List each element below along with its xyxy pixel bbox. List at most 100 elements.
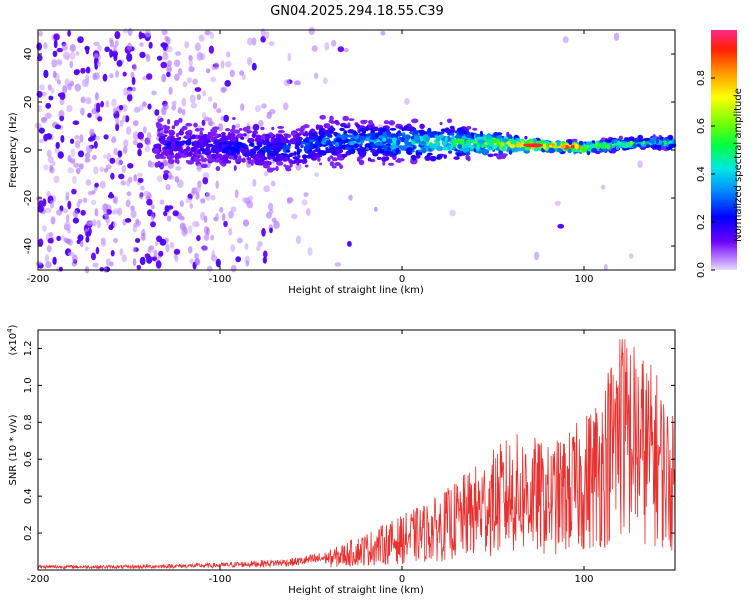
spectrogram-cell-293 bbox=[156, 175, 163, 183]
spectrogram-cell-658 bbox=[38, 238, 44, 247]
spectrogram-cell-398 bbox=[191, 220, 199, 228]
spectrogram-cell-910 bbox=[154, 153, 161, 160]
spectrogram-cell-74 bbox=[36, 42, 42, 51]
spectrogram-cell-458 bbox=[190, 102, 197, 109]
spectrogram-cell-2419 bbox=[446, 144, 452, 151]
spectrogram-cell-545 bbox=[47, 156, 54, 164]
spectrogram-cell-2305 bbox=[335, 142, 340, 147]
snr-ylabel: SNR (10 * v/v) bbox=[8, 414, 19, 485]
spectrogram-cell-208 bbox=[55, 141, 60, 149]
spectrogram-cell-586 bbox=[181, 227, 188, 237]
spectrogram-cell-452 bbox=[85, 97, 92, 105]
spectrogram-cell-2243 bbox=[345, 146, 352, 151]
spectrogram-cell-2210 bbox=[269, 155, 276, 159]
spectrogram-cell-2137 bbox=[295, 128, 303, 132]
spectrogram-cell-56 bbox=[102, 154, 107, 159]
spectrogram-cell-595 bbox=[38, 127, 45, 134]
colorbar-tick-label-3: 0.6 bbox=[696, 118, 707, 134]
spectrogram-cell-2283 bbox=[561, 143, 566, 149]
spectrogram-cell-170 bbox=[258, 119, 264, 127]
spectrogram-cell-408 bbox=[637, 160, 643, 168]
spectrogram-xtick-label-2: 0 bbox=[399, 274, 405, 285]
spectrogram-cell-2281 bbox=[185, 146, 191, 152]
spectrogram-cell-1731 bbox=[436, 146, 442, 151]
spectrogram-cell-209 bbox=[93, 166, 99, 175]
spectrogram-cell-518 bbox=[169, 241, 175, 249]
spectrogram-cell-541 bbox=[262, 256, 267, 264]
spectrogram-cell-285 bbox=[189, 258, 195, 264]
spectrogram-cell-32 bbox=[226, 51, 231, 58]
spectrogram-cell-486 bbox=[42, 198, 47, 207]
spectrogram-cell-2255 bbox=[325, 140, 332, 145]
spectrogram-cell-1102 bbox=[304, 164, 309, 168]
spectrogram-cell-2298 bbox=[490, 138, 497, 143]
spectrogram-cell-515 bbox=[53, 33, 60, 41]
spectrogram-cell-593 bbox=[158, 250, 164, 257]
spectrogram-cell-87 bbox=[150, 204, 155, 210]
spectrogram-cell-1236 bbox=[465, 154, 470, 161]
spectrogram-cell-2308 bbox=[419, 129, 426, 136]
spectrogram-cell-184 bbox=[252, 178, 257, 187]
spectrogram-cell-1972 bbox=[251, 142, 255, 147]
spectrogram-cell-76 bbox=[314, 172, 319, 177]
spectrogram-cell-502 bbox=[125, 199, 131, 208]
spectrogram-cell-340 bbox=[220, 60, 225, 69]
spectrogram-cell-308 bbox=[139, 104, 144, 111]
spectrogram-cell-2432 bbox=[483, 148, 487, 153]
spectrogram-cell-526 bbox=[263, 250, 268, 258]
spectrogram-xtick-label-1: -100 bbox=[209, 274, 232, 285]
spectrogram-cell-1985 bbox=[198, 137, 204, 144]
spectrogram-cell-619 bbox=[92, 154, 97, 160]
spectrogram-cell-414 bbox=[138, 31, 143, 40]
spectrogram-cell-291 bbox=[119, 248, 124, 256]
spectrogram-cell-2447 bbox=[401, 132, 406, 138]
spectrogram-cell-439 bbox=[85, 66, 91, 74]
spectrogram-cell-352 bbox=[70, 138, 75, 144]
colorbar-gradient bbox=[711, 30, 737, 270]
spectrogram-cell-1651 bbox=[632, 143, 637, 149]
spectrogram-cell-234 bbox=[120, 180, 127, 186]
spectrogram-cell-2457 bbox=[256, 152, 262, 158]
spectrogram-cell-2006 bbox=[386, 138, 393, 144]
spectrogram-cell-381 bbox=[67, 200, 72, 210]
spectrogram-cell-633 bbox=[54, 124, 61, 130]
spectrogram-cell-527 bbox=[449, 209, 456, 217]
spectrogram-cell-273 bbox=[175, 166, 182, 171]
colorbar-tick-label-4: 0.8 bbox=[696, 70, 707, 86]
spectrogram-cell-2421 bbox=[438, 134, 445, 138]
snr-xlabel: Height of straight line (km) bbox=[288, 585, 424, 596]
spectrogram-cell-380 bbox=[155, 260, 162, 269]
spectrogram-cell-200 bbox=[161, 29, 168, 36]
spectrogram-cell-145 bbox=[153, 249, 158, 258]
spectrogram-cell-2380 bbox=[215, 153, 223, 158]
spectrogram-cell-576 bbox=[162, 103, 169, 110]
spectrogram-cell-2067 bbox=[668, 135, 673, 141]
spectrogram-cell-2184 bbox=[337, 157, 345, 161]
spectrogram-cell-196 bbox=[613, 32, 620, 41]
spectrogram-cell-1322 bbox=[570, 138, 578, 142]
spectrogram-cell-2186 bbox=[469, 139, 476, 143]
spectrogram-cell-1331 bbox=[266, 167, 274, 173]
spectrogram-cell-1536 bbox=[341, 153, 348, 158]
spectrogram-cell-1319 bbox=[449, 125, 455, 130]
spectrogram-cell-666 bbox=[203, 233, 210, 241]
spectrogram-cell-50 bbox=[604, 263, 608, 271]
spectrogram-cell-1442 bbox=[288, 159, 293, 164]
spectrogram-cell-2238 bbox=[435, 137, 441, 142]
spectrogram-cell-385 bbox=[189, 94, 196, 104]
spectrogram-cell-2027 bbox=[197, 150, 201, 154]
spectrogram-cell-665 bbox=[65, 214, 70, 223]
spectrogram-cell-2066 bbox=[443, 141, 448, 146]
spectrogram-cell-588 bbox=[201, 111, 207, 119]
spectrogram-cell-2332 bbox=[629, 140, 634, 146]
spectrogram-cell-2420 bbox=[227, 149, 231, 155]
colorbar-tick-label-1: 0.2 bbox=[696, 214, 707, 230]
spectrogram-cell-2366 bbox=[421, 147, 427, 154]
spectrogram-cell-609 bbox=[313, 72, 319, 79]
spectrogram-cell-623 bbox=[43, 133, 48, 142]
spectrogram-cell-2096 bbox=[166, 137, 171, 143]
spectrogram-cell-607 bbox=[188, 66, 195, 73]
spectrogram-cell-2178 bbox=[283, 144, 291, 150]
spectrogram-cell-1772 bbox=[169, 153, 175, 159]
